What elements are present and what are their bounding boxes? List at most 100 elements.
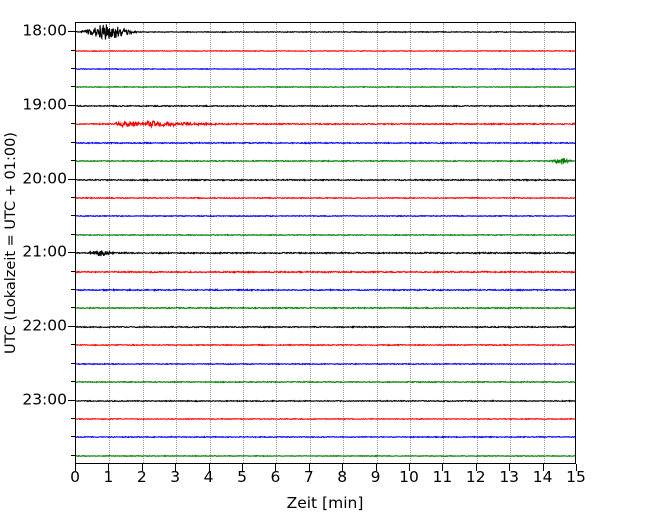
y-tick-minor [71, 362, 75, 364]
y-tick-minor [71, 270, 75, 272]
y-tick-minor [71, 123, 75, 125]
x-tick-mark [175, 464, 177, 471]
y-tick-major [68, 252, 75, 254]
y-tick-label: 20:00 [22, 168, 67, 187]
seismogram-trace [76, 135, 575, 151]
seismogram-trace [76, 300, 575, 316]
y-tick-minor [71, 289, 75, 291]
seismogram-trace [76, 282, 575, 298]
y-axis-label-container: UTC (Lokalzeit = UTC + 01:00) [0, 0, 22, 520]
seismogram-trace [76, 245, 575, 261]
x-tick-label: 3 [170, 468, 181, 486]
seismogram-trace [76, 172, 575, 188]
y-tick-major [68, 325, 75, 327]
x-tick-mark [108, 464, 110, 471]
x-tick-label: 11 [432, 468, 453, 486]
x-tick-label: 5 [237, 468, 247, 486]
y-tick-major [68, 399, 75, 401]
seismogram-trace [76, 43, 575, 59]
y-tick-minor [71, 436, 75, 438]
x-tick-label: 0 [70, 468, 80, 486]
plot-area [75, 22, 576, 464]
gridline-vertical [176, 23, 178, 463]
y-tick-major [68, 31, 75, 33]
y-tick-minor [71, 160, 75, 162]
y-tick-label: 18:00 [22, 21, 67, 40]
gridline-vertical [443, 23, 445, 463]
gridline-vertical [209, 23, 211, 463]
y-tick-label: 23:00 [22, 389, 67, 408]
x-tick-mark [208, 464, 210, 471]
seismogram-trace [76, 411, 575, 427]
y-tick-minor [71, 454, 75, 456]
seismogram-trace [76, 61, 575, 77]
seismogram-trace [76, 374, 575, 390]
gridline-vertical [109, 23, 111, 463]
y-tick-minor [71, 233, 75, 235]
gridline-vertical [410, 23, 411, 463]
y-tick-minor [71, 68, 75, 70]
y-tick-minor [71, 307, 75, 309]
seismogram-trace [76, 98, 575, 114]
y-tick-minor [71, 141, 75, 143]
x-tick-label: 8 [337, 468, 348, 486]
seismogram-trace [76, 79, 575, 95]
x-tick-label: 13 [499, 468, 520, 486]
x-tick-label: 6 [270, 468, 281, 486]
seismogram-trace [76, 319, 575, 335]
x-tick-mark [542, 464, 544, 471]
gridline-vertical [476, 23, 478, 463]
x-tick-mark [442, 464, 444, 471]
x-tick-label: 9 [370, 468, 381, 486]
y-tick-minor [71, 381, 75, 383]
seismogram-trace [76, 153, 575, 169]
y-tick-label: 22:00 [22, 316, 67, 335]
y-tick-minor [71, 196, 75, 198]
x-tick-mark [342, 464, 344, 471]
x-tick-mark [475, 464, 477, 471]
x-tick-mark [576, 464, 577, 471]
x-tick-mark [75, 464, 76, 471]
y-tick-minor [71, 215, 75, 217]
seismogram-trace [76, 429, 575, 445]
x-tick-label: 7 [303, 468, 314, 486]
x-tick-label: 2 [136, 468, 147, 486]
x-axis-label: Zeit [min] [286, 494, 364, 512]
seismogram-trace [76, 393, 575, 409]
seismogram-trace [76, 448, 575, 463]
seismogram-trace [76, 24, 575, 41]
seismogram-trace [76, 208, 575, 224]
y-tick-minor [71, 344, 75, 346]
gridline-vertical [276, 23, 278, 463]
gridline-vertical [142, 23, 144, 463]
y-tick-minor [71, 417, 75, 419]
x-tick-mark [409, 464, 410, 471]
y-tick-label: 21:00 [22, 242, 67, 261]
x-tick-label: 15 [566, 468, 586, 486]
gridline-vertical [510, 23, 512, 463]
gridline-vertical [376, 23, 378, 463]
y-tick-major [68, 178, 75, 180]
x-tick-mark [375, 464, 377, 471]
x-tick-mark [308, 464, 310, 471]
y-tick-major [68, 104, 75, 106]
x-tick-label: 1 [103, 468, 114, 486]
x-tick-mark [242, 464, 243, 471]
y-tick-label: 19:00 [22, 95, 67, 114]
seismogram-trace [76, 190, 575, 206]
gridline-vertical [309, 23, 311, 463]
gridline-vertical [343, 23, 345, 463]
x-tick-mark [141, 464, 143, 471]
gridline-vertical [543, 23, 545, 463]
seismogram-trace [76, 264, 575, 280]
y-tick-minor [71, 49, 75, 51]
x-tick-mark [275, 464, 277, 471]
seismogram-trace [76, 356, 575, 372]
seismogram-trace [76, 227, 575, 243]
y-tick-minor [71, 86, 75, 88]
seismogram-trace [76, 337, 575, 353]
seismogram-trace [76, 116, 575, 132]
x-tick-label: 12 [465, 468, 486, 486]
x-tick-label: 14 [532, 468, 553, 486]
